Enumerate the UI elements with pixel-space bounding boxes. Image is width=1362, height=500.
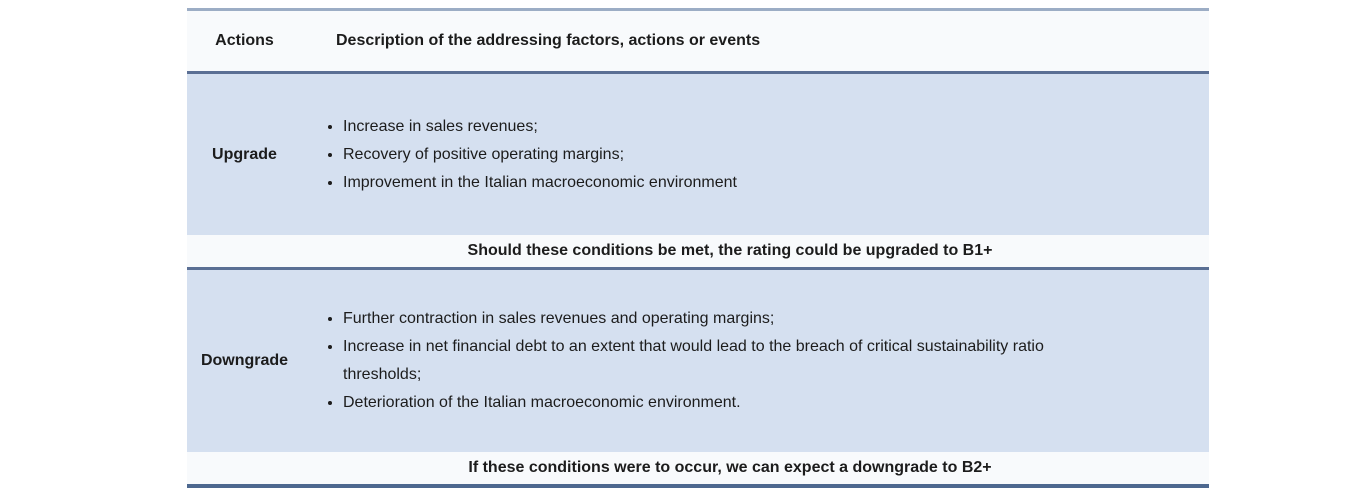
upgrade-bullet-list: Increase in sales revenues; Recovery of … — [302, 113, 1083, 197]
bullet-item: Increase in net financial debt to an ext… — [343, 333, 1083, 389]
downgrade-description-cell: Further contraction in sales revenues an… — [302, 305, 1209, 417]
rating-actions-table: Actions Description of the addressing fa… — [187, 8, 1209, 488]
upgrade-condition-text: Should these conditions be met, the rati… — [467, 242, 993, 259]
bullet-item: Deterioration of the Italian macroeconom… — [343, 389, 1083, 417]
bullet-item: Increase in sales revenues; — [343, 113, 1083, 141]
downgrade-condition-row: If these conditions were to occur, we ca… — [187, 452, 1209, 484]
upgrade-action-label: Upgrade — [212, 145, 277, 163]
bullet-item: Improvement in the Italian macroeconomic… — [343, 169, 1083, 197]
bullet-item: Further contraction in sales revenues an… — [343, 305, 1083, 333]
bullet-item: Recovery of positive operating margins; — [343, 141, 1083, 169]
upgrade-description-cell: Increase in sales revenues; Recovery of … — [302, 113, 1209, 197]
table-row-upgrade: Upgrade Increase in sales revenues; Reco… — [187, 74, 1209, 235]
upgrade-condition-row: Should these conditions be met, the rati… — [187, 235, 1209, 270]
downgrade-action-label: Downgrade — [200, 352, 289, 369]
downgrade-condition-text: If these conditions were to occur, we ca… — [468, 459, 992, 476]
header-cell-actions: Actions — [215, 32, 274, 49]
table-row-downgrade: Downgrade Further contraction in sales r… — [187, 270, 1209, 452]
table-header-row: Actions Description of the addressing fa… — [187, 11, 1209, 74]
header-cell-description: Description of the addressing factors, a… — [336, 32, 761, 49]
downgrade-bullet-list: Further contraction in sales revenues an… — [302, 305, 1083, 417]
